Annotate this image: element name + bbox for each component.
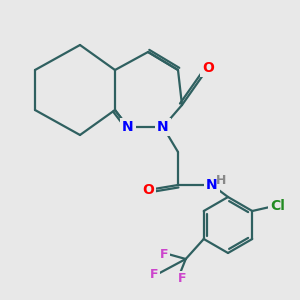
Text: N: N xyxy=(122,120,134,134)
Text: N: N xyxy=(157,120,169,134)
Text: O: O xyxy=(142,183,154,197)
Text: F: F xyxy=(149,268,158,281)
Text: Cl: Cl xyxy=(270,199,285,213)
Text: F: F xyxy=(160,248,168,260)
Text: O: O xyxy=(202,61,214,75)
Text: N: N xyxy=(206,178,218,192)
Text: F: F xyxy=(178,272,186,286)
Text: H: H xyxy=(216,175,226,188)
